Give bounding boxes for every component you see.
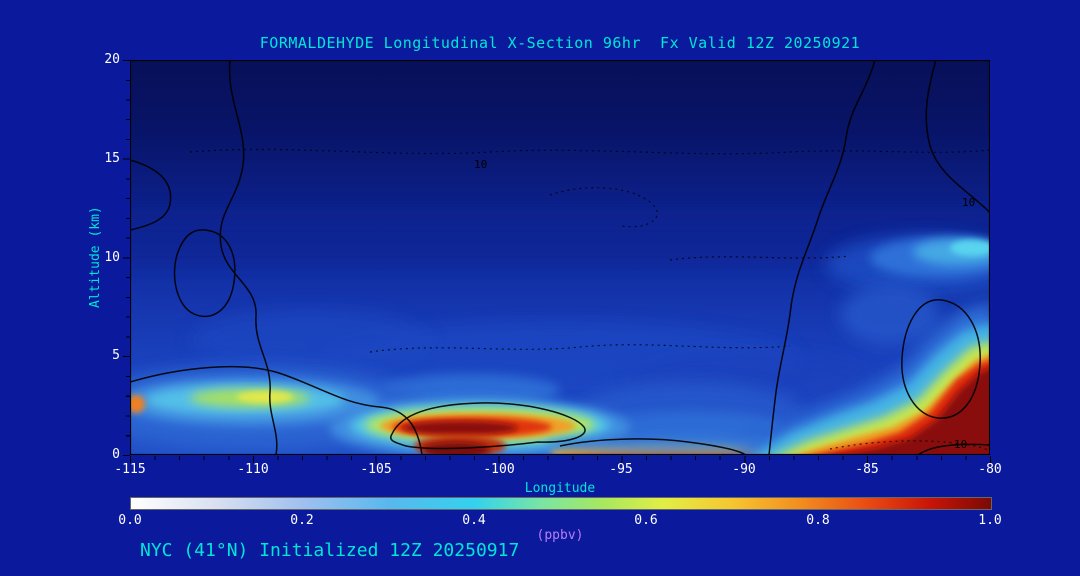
- overlay-contour-lines: [130, 60, 990, 455]
- right-surface-hotspot: [733, 303, 990, 455]
- y-tick-label: 10: [104, 250, 120, 265]
- colorbar-tick-label: 1.0: [978, 513, 1002, 528]
- x-tick-label: -95: [609, 462, 633, 477]
- x-tick-label: -100: [483, 462, 515, 477]
- filled-contour-field: [130, 60, 990, 455]
- y-tick-label: 15: [104, 151, 120, 166]
- initialization-label: NYC (41°N) Initialized 12Z 20250917: [140, 540, 520, 561]
- x-tick-label: -85: [855, 462, 879, 477]
- colorbar-tick-label: 0.8: [806, 513, 830, 528]
- x-tick-label: -105: [360, 462, 392, 477]
- contour-plot: 10 10 10: [130, 60, 990, 455]
- contour-value-label: 10: [474, 158, 487, 171]
- colorbar-tick-label: 0.2: [290, 513, 314, 528]
- y-tick-label: 20: [104, 52, 120, 67]
- colorbar-tick-label: 0.6: [634, 513, 658, 528]
- colorbar-tick-label: 0.4: [462, 513, 486, 528]
- y-axis-label: Altitude (km): [88, 206, 103, 309]
- contour-field-svg: 10 10 10: [130, 60, 990, 455]
- x-tick-label: -80: [978, 462, 1002, 477]
- x-tick-label: -90: [732, 462, 756, 477]
- colorbar-units-label: (ppbv): [536, 528, 584, 543]
- plot-title: FORMALDEHYDE Longitudinal X-Section 96hr…: [259, 34, 861, 52]
- x-axis-major-ticks: [130, 456, 991, 463]
- colorbar-tick-label: 0.0: [118, 513, 142, 528]
- x-axis-label: Longitude: [524, 481, 596, 496]
- y-axis-major-ticks: [123, 60, 130, 456]
- plot-frame: [130, 60, 990, 455]
- right-elevated-plume: [825, 235, 990, 345]
- contour-value-label: 10: [954, 438, 967, 451]
- overlay-dotted-contours: [189, 148, 990, 452]
- y-tick-label: 0: [112, 447, 120, 462]
- contour-value-label: 10: [962, 196, 975, 209]
- colorbar: [130, 497, 992, 510]
- x-tick-label: -115: [114, 462, 146, 477]
- y-tick-label: 5: [112, 348, 120, 363]
- x-tick-label: -110: [237, 462, 269, 477]
